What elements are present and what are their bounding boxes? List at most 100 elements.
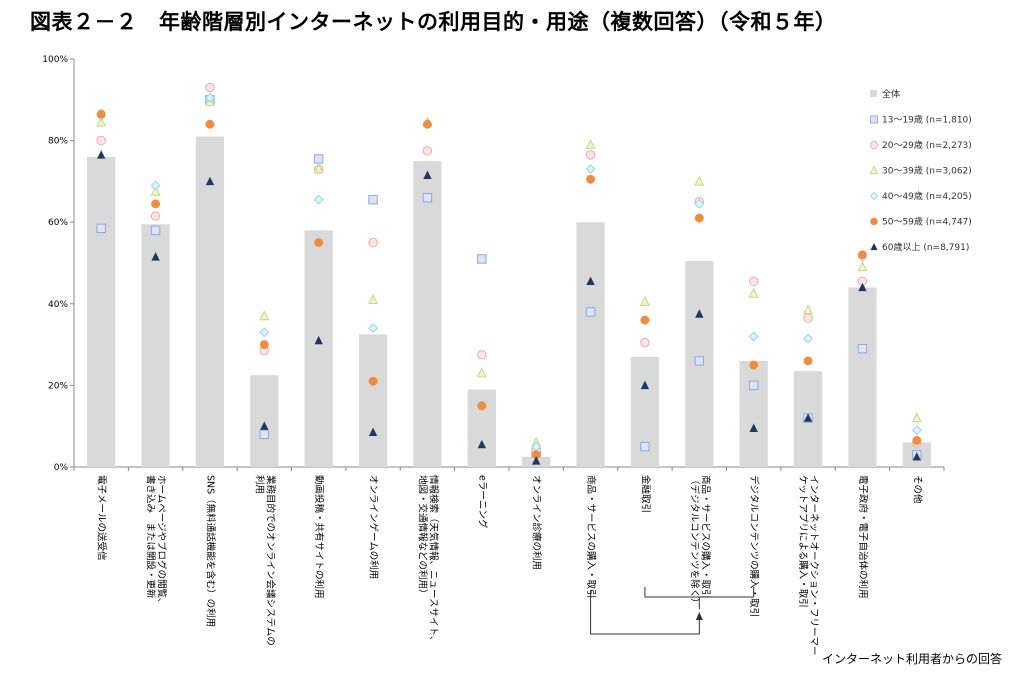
point-series-4 <box>585 164 596 175</box>
point-series-4 <box>150 180 161 191</box>
point-series-2 <box>803 313 813 323</box>
point-series-5 <box>259 340 269 350</box>
bar-overall <box>87 156 116 468</box>
bar-overall <box>848 287 877 467</box>
category-label: オンラインゲームの利用 <box>368 475 380 579</box>
category-label: ホームページやブログの閲覧、書き込み または開設・更新 <box>145 475 168 608</box>
category-label: 金融取引 <box>639 475 651 513</box>
category-label-line: 地図・交通情報などの利用） <box>416 475 428 599</box>
category-label-line: 利用 <box>253 475 265 494</box>
point-series-4 <box>694 198 705 209</box>
point-series-3 <box>803 304 814 315</box>
category-label: オンライン診療の利用 <box>531 475 543 570</box>
y-tick-label: 0% <box>54 463 69 473</box>
legend-label: 50～59歳 (n=4,747) <box>882 216 972 228</box>
point-series-1 <box>422 193 433 203</box>
chart-footnote: インターネット利用者からの回答 <box>821 652 1002 666</box>
point-series-4 <box>313 194 324 205</box>
point-series-6 <box>640 380 650 390</box>
category-label-line: その他 <box>911 475 923 504</box>
point-series-4 <box>911 425 922 436</box>
point-series-5 <box>96 109 106 119</box>
point-series-6 <box>912 452 922 461</box>
category-label: SNS（無料通話機能を含む）の利用 <box>204 475 216 627</box>
category-label-line: ホームページやブログの閲覧、 <box>156 475 168 608</box>
point-series-5 <box>857 250 867 260</box>
point-series-6 <box>151 252 160 261</box>
category-label: 情報検索（天気情報、ニュースサイト、地図・交通情報などの利用） <box>416 475 439 645</box>
category-label: 動画投稿・共有サイトの利用 <box>313 475 325 599</box>
bar-overall <box>195 136 225 467</box>
category-label: その他 <box>911 475 923 504</box>
point-series-1 <box>748 380 759 391</box>
legend-label: 30～39歳 (n=3,062) <box>882 165 972 177</box>
point-series-3 <box>313 163 324 174</box>
legend-marker <box>870 217 878 226</box>
point-series-2 <box>150 211 161 221</box>
category-label-line: eラーニング <box>476 475 488 529</box>
point-series-5 <box>477 401 487 411</box>
point-series-5 <box>912 436 922 445</box>
y-tick-label: 40% <box>48 300 68 310</box>
point-series-5 <box>422 119 432 129</box>
point-series-5 <box>640 315 650 325</box>
y-tick-label: 100% <box>42 55 68 65</box>
point-series-3 <box>639 295 650 306</box>
category-label-line: デジタルコンテンツの購入・取引 <box>748 475 760 617</box>
point-series-6 <box>858 282 867 292</box>
connector-line <box>590 590 700 635</box>
point-series-3 <box>911 412 922 423</box>
y-tick-label: 20% <box>48 381 68 391</box>
legend-label: 13～19歳 (n=1,810) <box>882 114 972 126</box>
point-series-3 <box>585 138 596 149</box>
point-series-4 <box>803 333 813 344</box>
category-label-line: ケットアプリによる購入・取引 <box>797 475 809 608</box>
category-label: 商品・サービスの購入・取引（デジタルコンテンツを除く） <box>688 475 711 608</box>
legend-label: 60歳以上 (n=8,791) <box>882 241 969 253</box>
point-series-4 <box>205 92 215 103</box>
point-series-5 <box>749 360 759 370</box>
point-series-6 <box>423 170 432 179</box>
point-series-2 <box>205 82 215 93</box>
chart-title: 図表２－２ 年齢階層別インターネットの利用目的・用途（複数回答）（令和５年） <box>30 10 837 34</box>
point-series-2 <box>368 237 378 248</box>
point-series-2 <box>422 146 433 156</box>
bar-overall <box>576 222 605 467</box>
category-label: デジタルコンテンツの購入・取引 <box>748 475 760 617</box>
category-label-line: 商品・サービスの購入・取引 <box>585 475 597 599</box>
point-series-5 <box>314 238 324 248</box>
bar-overall <box>358 334 388 467</box>
bar-overall <box>413 161 442 467</box>
point-series-6 <box>260 421 269 430</box>
category-label-line: 商品・サービスの購入・取引 <box>699 475 711 599</box>
category-label: 電子政府・電子自治体の利用 <box>857 475 869 599</box>
point-series-6 <box>749 423 758 432</box>
point-series-1 <box>259 429 270 440</box>
category-label: 電子メールの送受信 <box>96 475 108 561</box>
point-series-1 <box>150 225 161 236</box>
point-series-2 <box>96 135 106 146</box>
point-series-4 <box>259 327 270 338</box>
point-series-5 <box>151 199 161 209</box>
category-label-line: （デジタルコンテンツを除く） <box>688 475 700 608</box>
point-series-6 <box>477 439 487 449</box>
category-label-line: 書き込み または開設・更新 <box>145 475 157 599</box>
point-series-6 <box>96 150 106 159</box>
bar-overall <box>250 375 279 467</box>
category-label-line: 情報検索（天気情報、ニュースサイト、 <box>427 475 439 645</box>
point-series-1 <box>585 307 596 317</box>
bar-overall <box>141 224 170 467</box>
point-series-5 <box>586 174 596 184</box>
connector-arrow <box>695 612 703 620</box>
point-series-6 <box>205 176 215 186</box>
category-label-line: 電子メールの送受信 <box>96 475 108 561</box>
legend-marker <box>869 165 879 175</box>
point-series-5 <box>368 376 378 386</box>
point-series-1 <box>694 356 705 366</box>
category-label-line: SNS（無料通話機能を含む）の利用 <box>204 475 216 627</box>
y-tick-label: 60% <box>48 218 68 228</box>
point-series-3 <box>150 185 161 196</box>
point-series-4 <box>368 323 378 334</box>
